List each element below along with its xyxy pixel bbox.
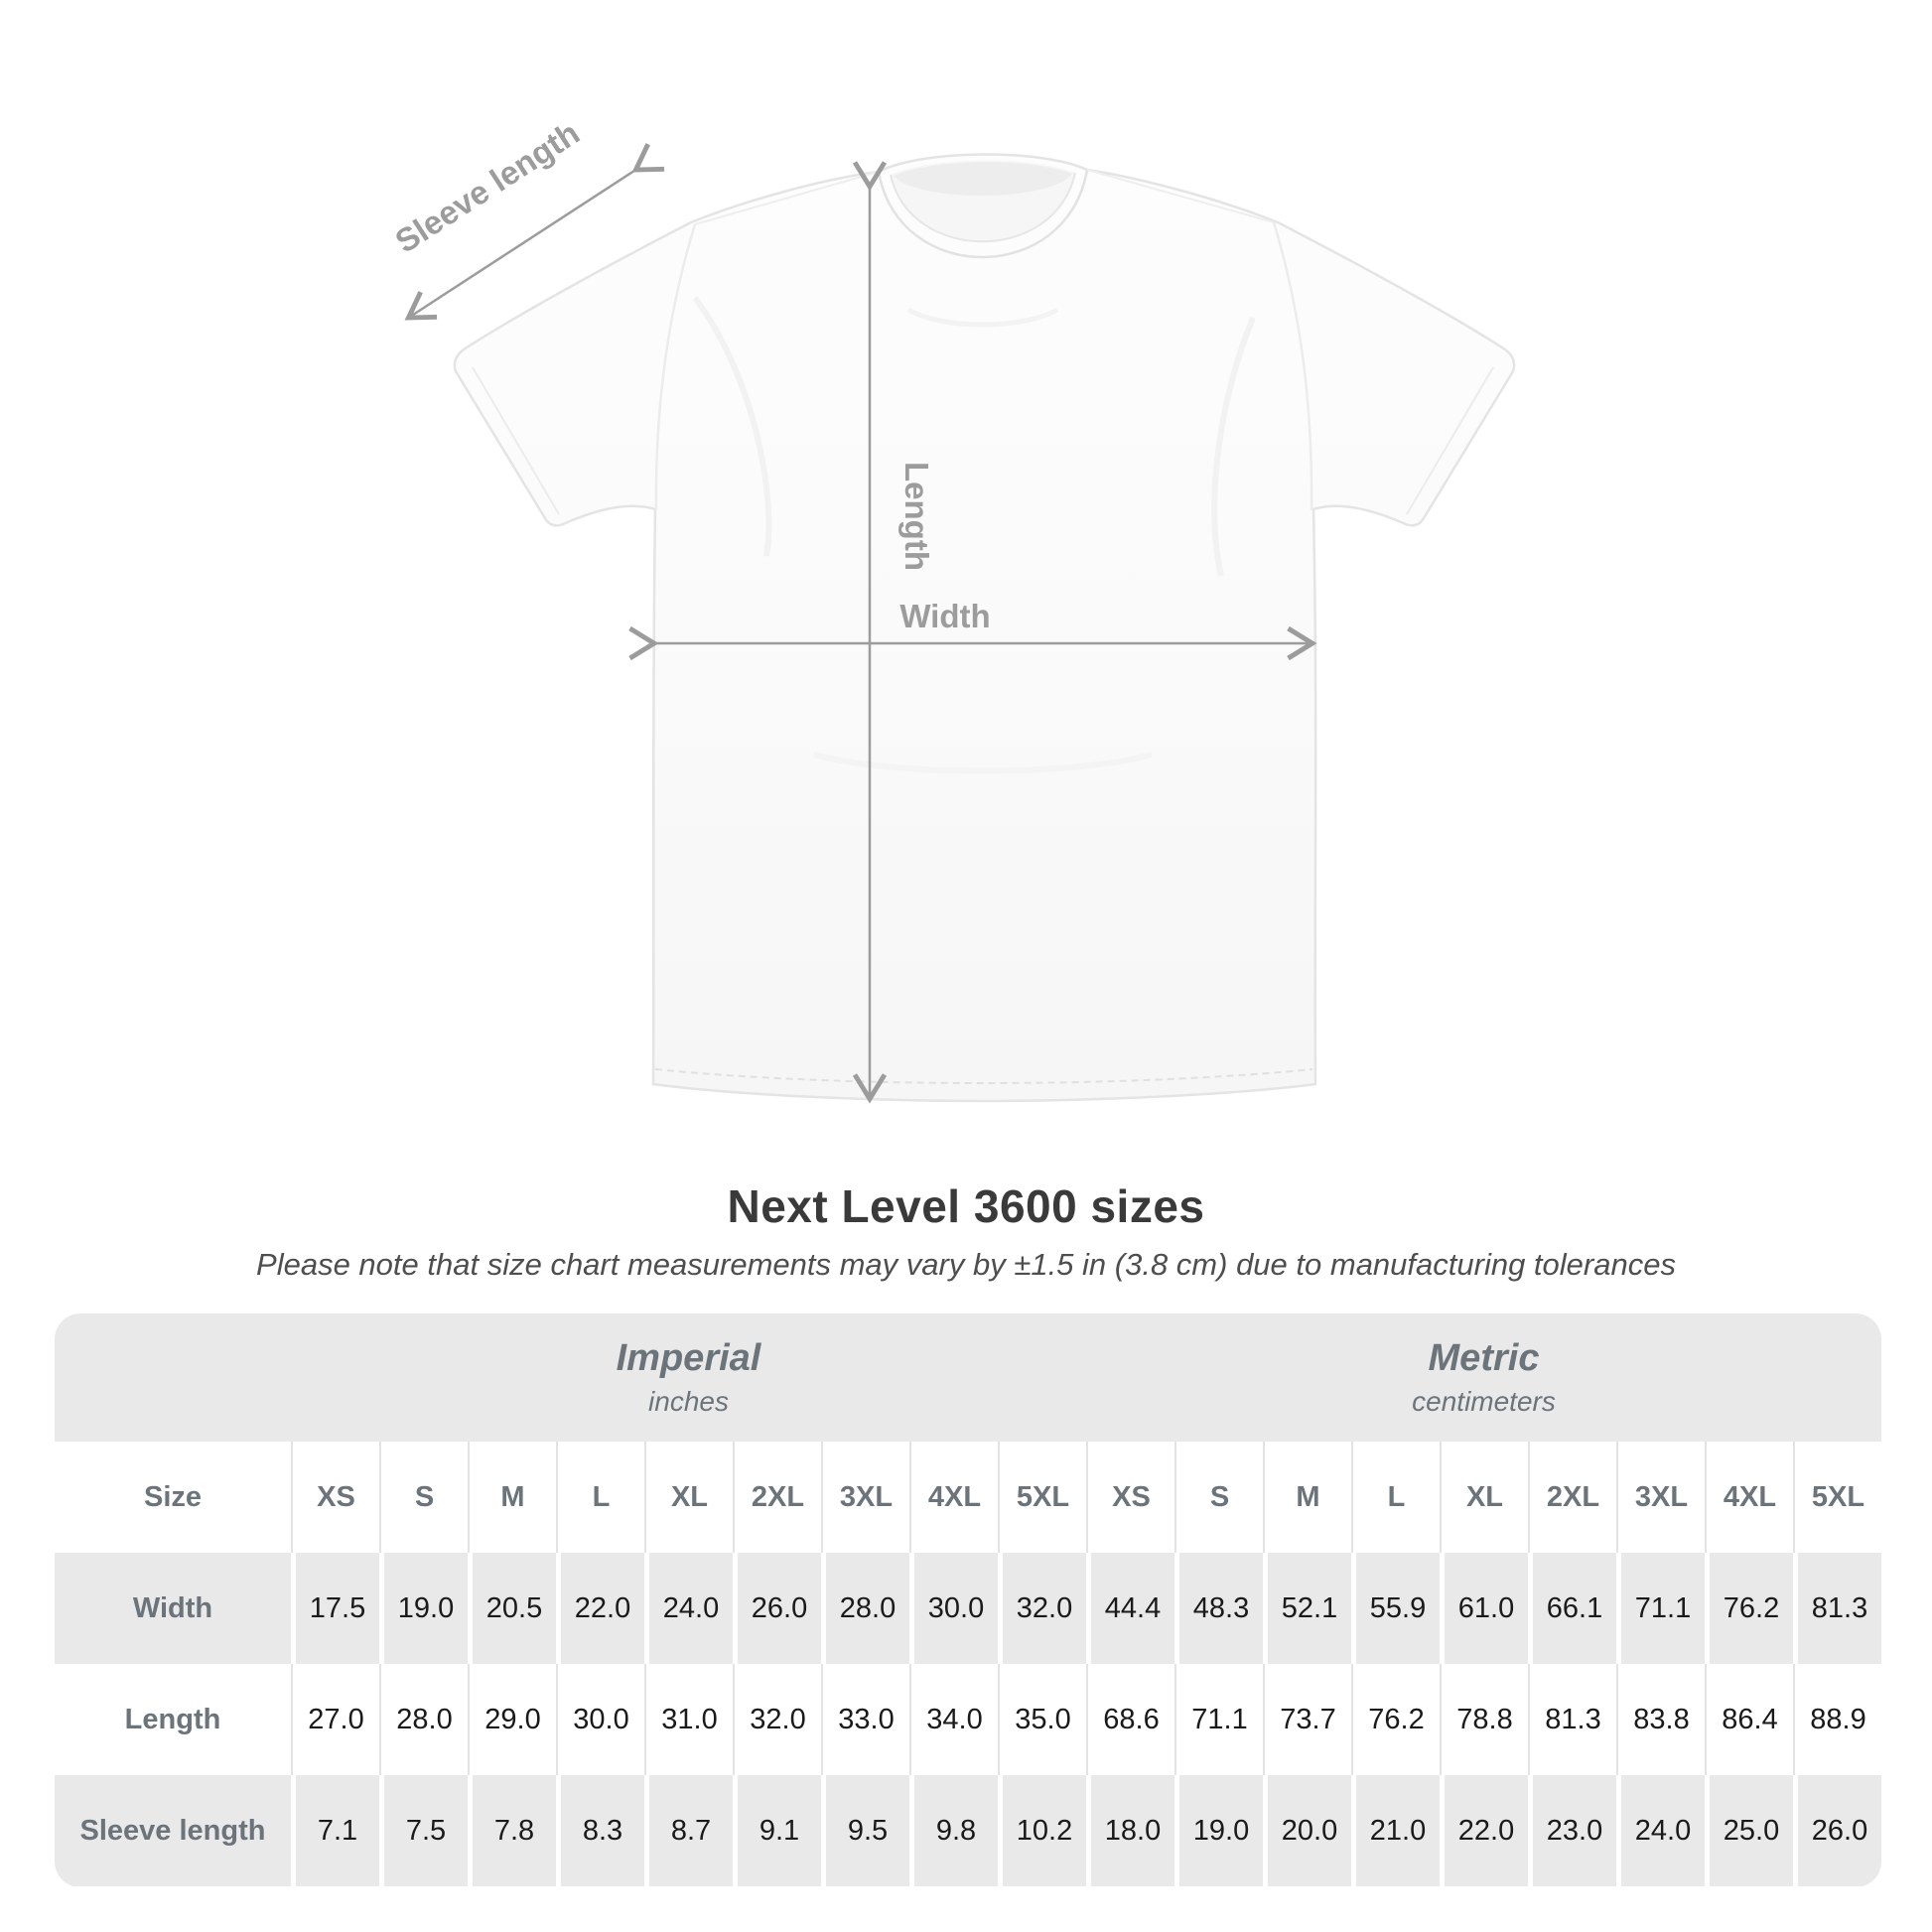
value-cell: 24.0 bbox=[644, 1553, 733, 1664]
value-cell: 8.3 bbox=[556, 1775, 644, 1886]
value-cell: 81.3 bbox=[1793, 1553, 1881, 1664]
size-col-imperial-xl: XL bbox=[644, 1442, 733, 1553]
value-cell: 7.5 bbox=[379, 1775, 468, 1886]
value-cell: 22.0 bbox=[556, 1553, 644, 1664]
value-cell: 7.8 bbox=[468, 1775, 556, 1886]
row-label-sleeve-length: Sleeve length bbox=[79, 1814, 266, 1847]
value-cell: 28.0 bbox=[379, 1664, 468, 1775]
value-cell: 81.3 bbox=[1528, 1664, 1616, 1775]
size-col-metric-l: L bbox=[1351, 1442, 1440, 1553]
size-col-metric-m: M bbox=[1263, 1442, 1351, 1553]
imperial-sublabel: inches bbox=[648, 1386, 729, 1418]
value-cell: 23.0 bbox=[1528, 1775, 1616, 1886]
size-col-imperial-4xl: 4XL bbox=[909, 1442, 998, 1553]
value-cell: 24.0 bbox=[1616, 1775, 1705, 1886]
value-cell: 71.1 bbox=[1616, 1553, 1705, 1664]
size-col-imperial-l: L bbox=[556, 1442, 644, 1553]
size-col-metric-4xl: 4XL bbox=[1705, 1442, 1793, 1553]
value-cell: 9.1 bbox=[733, 1775, 821, 1886]
value-cell: 9.8 bbox=[909, 1775, 998, 1886]
value-cell: 20.5 bbox=[468, 1553, 556, 1664]
size-col-metric-2xl: 2XL bbox=[1528, 1442, 1616, 1553]
value-cell: 30.0 bbox=[556, 1664, 644, 1775]
value-cell: 7.1 bbox=[291, 1775, 379, 1886]
unit-header-row: Imperial inches Metric centimeters bbox=[55, 1313, 1881, 1442]
row-label-length: Length bbox=[124, 1703, 221, 1735]
value-cell: 9.5 bbox=[821, 1775, 909, 1886]
value-cell: 35.0 bbox=[998, 1664, 1086, 1775]
size-col-metric-3xl: 3XL bbox=[1616, 1442, 1705, 1553]
page-title: Next Level 3600 sizes bbox=[727, 1180, 1205, 1232]
unit-group-metric: Metric centimeters bbox=[1086, 1313, 1881, 1442]
size-col-metric-5xl: 5XL bbox=[1793, 1442, 1881, 1553]
value-cell: 76.2 bbox=[1351, 1664, 1440, 1775]
value-cell: 55.9 bbox=[1351, 1553, 1440, 1664]
tshirt-measurement-diagram: Sleeve length Length Width bbox=[388, 114, 1516, 1104]
value-cell: 21.0 bbox=[1351, 1775, 1440, 1886]
size-header-row: Size XS S M L XL 2XL 3XL 4XL 5XL XS S M L XL 2XL 3XL 4XL… bbox=[55, 1442, 1881, 1553]
value-cell: 73.7 bbox=[1263, 1664, 1351, 1775]
value-cell: 8.7 bbox=[644, 1775, 733, 1886]
size-col-imperial-3xl: 3XL bbox=[821, 1442, 909, 1553]
width-label: Width bbox=[899, 598, 990, 634]
value-cell: 86.4 bbox=[1705, 1664, 1793, 1775]
size-row-label: Size bbox=[143, 1480, 203, 1513]
size-table: Imperial inches Metric centimeters Size … bbox=[55, 1313, 1881, 1887]
value-cell: 25.0 bbox=[1705, 1775, 1793, 1886]
metric-sublabel: centimeters bbox=[1412, 1386, 1556, 1418]
value-cell: 52.1 bbox=[1263, 1553, 1351, 1664]
value-cell: 19.0 bbox=[1174, 1775, 1263, 1886]
size-col-imperial-m: M bbox=[468, 1442, 556, 1553]
size-col-imperial-s: S bbox=[379, 1442, 468, 1553]
value-cell: 71.1 bbox=[1174, 1664, 1263, 1775]
metric-label: Metric bbox=[1428, 1336, 1540, 1379]
length-label: Length bbox=[898, 462, 935, 571]
value-cell: 27.0 bbox=[291, 1664, 379, 1775]
table-row-sleeve-length: Sleeve length 7.1 7.5 7.8 8.3 8.7 9.1 9.5 9.8 10… bbox=[55, 1775, 1881, 1886]
value-cell: 44.4 bbox=[1086, 1553, 1174, 1664]
value-cell: 83.8 bbox=[1616, 1664, 1705, 1775]
size-col-metric-xs: XS bbox=[1086, 1442, 1174, 1553]
sleeve-length-arrow bbox=[404, 143, 665, 321]
value-cell: 78.8 bbox=[1440, 1664, 1528, 1775]
value-cell: 29.0 bbox=[468, 1664, 556, 1775]
value-cell: 32.0 bbox=[998, 1553, 1086, 1664]
value-cell: 17.5 bbox=[291, 1553, 379, 1664]
table-row-width: Width 17.5 19.0 20.5 22.0 24.0 26.0 28.0 30.0 32… bbox=[55, 1553, 1881, 1664]
unit-header-spacer bbox=[55, 1313, 291, 1442]
value-cell: 18.0 bbox=[1086, 1775, 1174, 1886]
size-col-imperial-xs: XS bbox=[291, 1442, 379, 1553]
size-col-metric-xl: XL bbox=[1440, 1442, 1528, 1553]
unit-group-imperial: Imperial inches bbox=[291, 1313, 1086, 1442]
value-cell: 30.0 bbox=[909, 1553, 998, 1664]
value-cell: 26.0 bbox=[733, 1553, 821, 1664]
row-label-width: Width bbox=[132, 1591, 213, 1624]
size-col-metric-s: S bbox=[1174, 1442, 1263, 1553]
value-cell: 19.0 bbox=[379, 1553, 468, 1664]
value-cell: 20.0 bbox=[1263, 1775, 1351, 1886]
value-cell: 32.0 bbox=[733, 1664, 821, 1775]
page-subtitle: Please note that size chart measurements… bbox=[256, 1247, 1676, 1282]
value-cell: 88.9 bbox=[1793, 1664, 1881, 1775]
value-cell: 22.0 bbox=[1440, 1775, 1528, 1886]
value-cell: 61.0 bbox=[1440, 1553, 1528, 1664]
table-row-length: Length 27.0 28.0 29.0 30.0 31.0 32.0 33.0 34.0 3… bbox=[55, 1664, 1881, 1775]
value-cell: 33.0 bbox=[821, 1664, 909, 1775]
value-cell: 34.0 bbox=[909, 1664, 998, 1775]
value-cell: 26.0 bbox=[1793, 1775, 1881, 1886]
size-col-imperial-5xl: 5XL bbox=[998, 1442, 1086, 1553]
value-cell: 28.0 bbox=[821, 1553, 909, 1664]
value-cell: 48.3 bbox=[1174, 1553, 1263, 1664]
value-cell: 68.6 bbox=[1086, 1664, 1174, 1775]
imperial-label: Imperial bbox=[616, 1336, 761, 1379]
value-cell: 66.1 bbox=[1528, 1553, 1616, 1664]
sleeve-length-label: Sleeve length bbox=[388, 114, 586, 260]
value-cell: 10.2 bbox=[998, 1775, 1086, 1886]
value-cell: 76.2 bbox=[1705, 1553, 1793, 1664]
value-cell: 31.0 bbox=[644, 1664, 733, 1775]
size-col-imperial-2xl: 2XL bbox=[733, 1442, 821, 1553]
